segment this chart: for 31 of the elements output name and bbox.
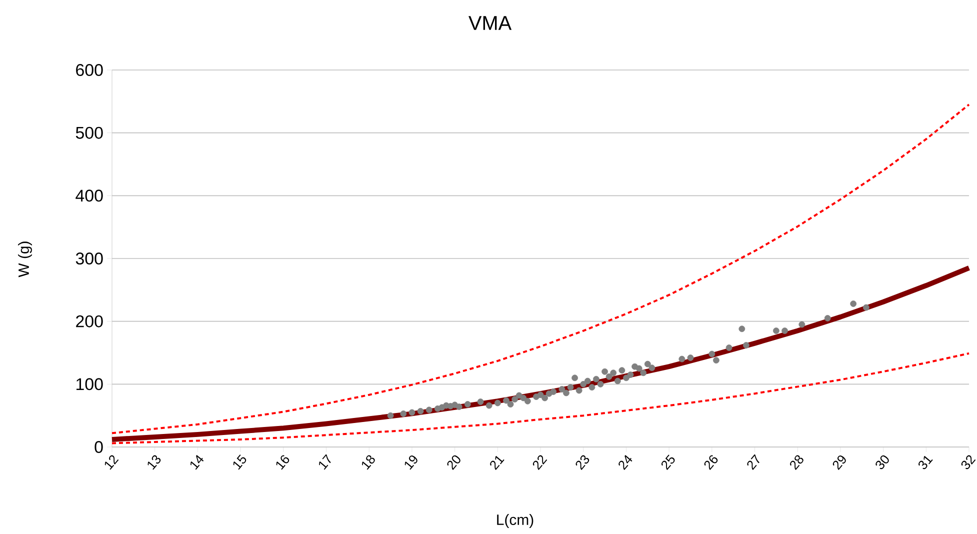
x-tick-label: 14 <box>190 454 204 470</box>
x-tick-label: 26 <box>704 455 718 470</box>
x-tick-label: 20 <box>447 455 460 470</box>
x-tick-label: 30 <box>876 455 889 470</box>
x-tick-label: 21 <box>490 456 504 470</box>
x-tick-label: 15 <box>233 454 246 470</box>
y-tick-label: 500 <box>76 126 103 139</box>
y-tick-label: 0 <box>94 441 103 453</box>
x-tick-label: 32 <box>961 455 976 470</box>
x-tick-label: 29 <box>832 455 846 470</box>
y-axis-title: W (g) <box>18 242 32 278</box>
x-tick-label: 12 <box>104 455 119 470</box>
x-tick-label: 31 <box>918 456 933 470</box>
y-tick-label: 300 <box>76 252 103 265</box>
x-tick-label: 16 <box>276 455 290 470</box>
x-tick-label: 18 <box>362 455 375 470</box>
x-tick-label: 23 <box>576 455 590 470</box>
y-tick-label: 400 <box>76 190 103 202</box>
x-tick-label: 24 <box>618 455 632 470</box>
x-tick-label: 13 <box>148 455 161 470</box>
x-tick-label: 25 <box>661 454 675 470</box>
x-tick-label: 27 <box>747 454 760 470</box>
chart-title: VMA <box>468 16 512 30</box>
y-tick-label: 600 <box>76 64 103 76</box>
x-axis-title: L(cm) <box>497 514 534 528</box>
y-tick-label: 200 <box>76 315 103 328</box>
x-tick-label: 19 <box>404 455 418 470</box>
x-tick-label: 28 <box>790 455 804 470</box>
x-tick-label: 17 <box>319 454 331 470</box>
x-tick-label: 22 <box>532 455 548 470</box>
y-tick-label: 100 <box>76 378 103 390</box>
